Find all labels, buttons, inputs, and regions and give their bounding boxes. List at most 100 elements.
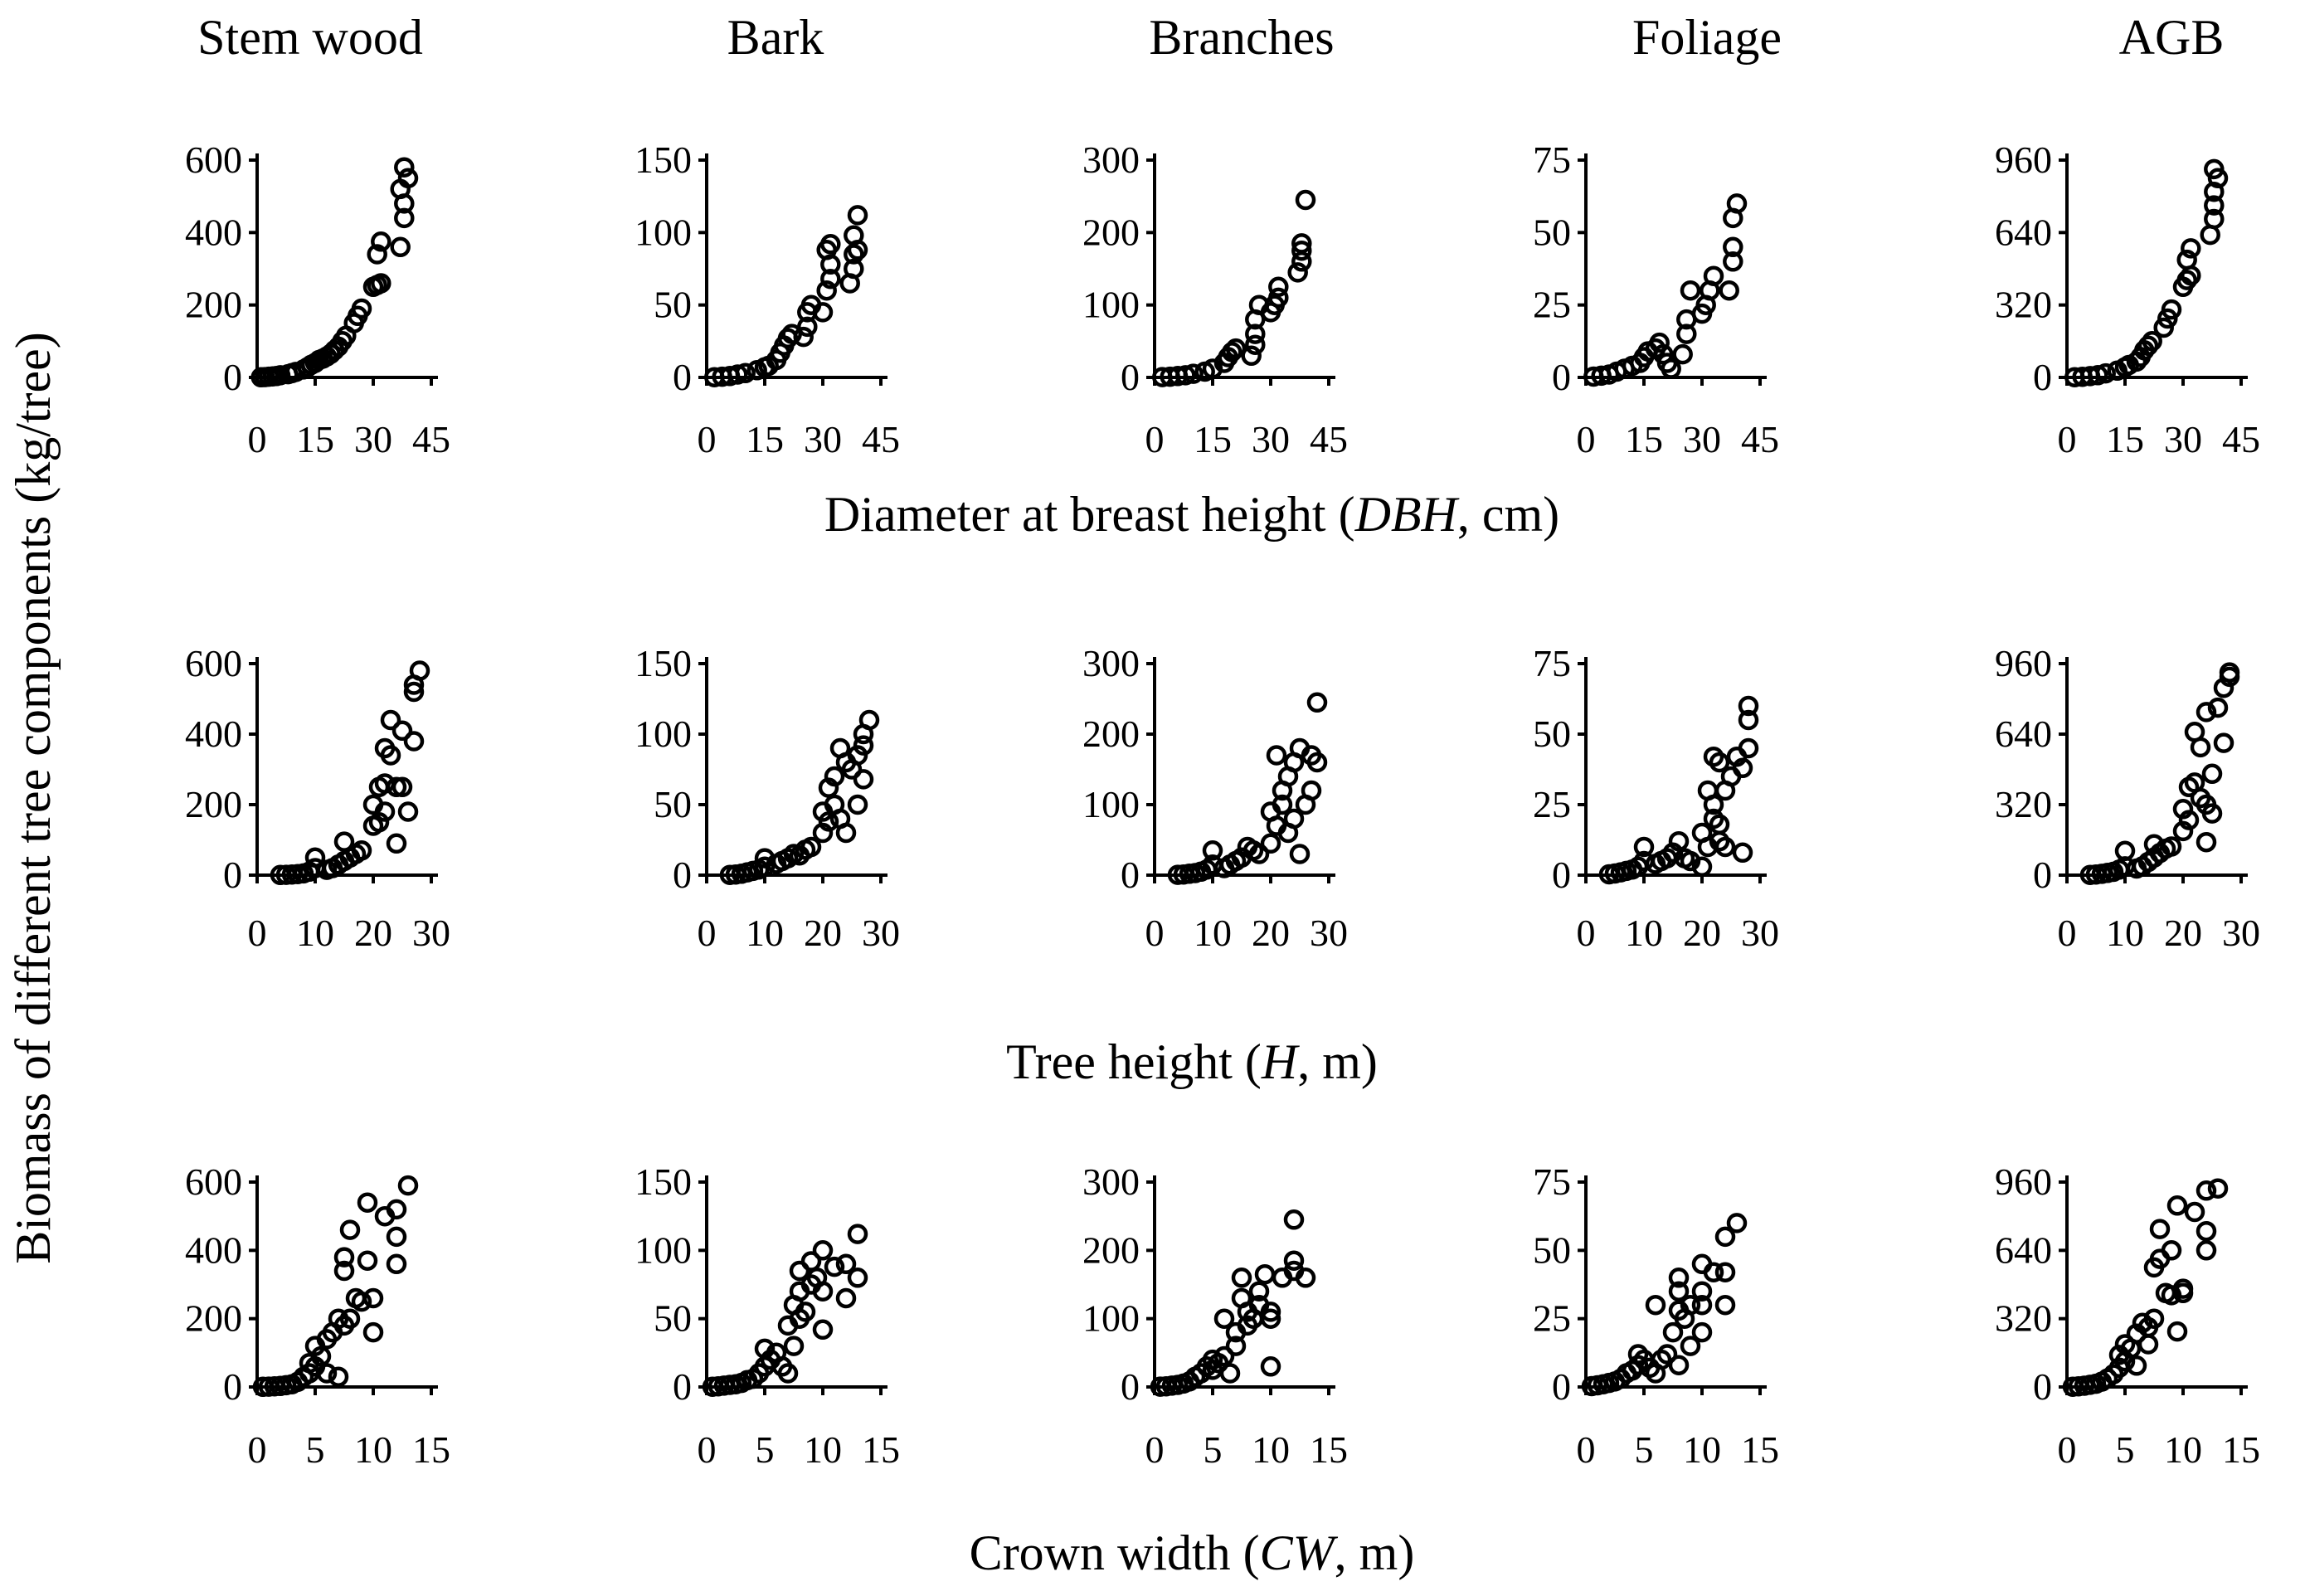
- panel-stem-wood-row-2: 0 200 400 600 0 10 20 30: [185, 642, 450, 954]
- x-tick-label: 30: [1683, 418, 1721, 460]
- data-point: [1680, 1336, 1701, 1356]
- column-title-foliage: Foliage: [1632, 10, 1782, 65]
- data-point: [1661, 358, 1681, 379]
- data-point: [374, 801, 396, 822]
- data-point: [391, 720, 413, 742]
- x-axis-label-suffix: , m): [1297, 1034, 1378, 1089]
- x-tick-label: 45: [2222, 418, 2260, 460]
- data-point: [1668, 1355, 1690, 1375]
- y-tick-label: 200: [1082, 1229, 1140, 1271]
- y-tick-label: 100: [1082, 284, 1140, 326]
- data-point: [1213, 1345, 1235, 1367]
- x-tick-label: 45: [412, 418, 450, 460]
- data-point: [1248, 844, 1270, 864]
- data-point: [820, 234, 841, 255]
- x-tick-label: 30: [412, 912, 450, 954]
- data-point: [835, 822, 857, 844]
- data-point: [1668, 1268, 1690, 1288]
- data-point: [1283, 808, 1305, 830]
- data-point: [2137, 335, 2159, 357]
- y-tick-label: 0: [1121, 356, 1140, 398]
- y-axis-label: Biomass of different tree components (kg…: [6, 332, 61, 1264]
- x-tick-label: 45: [1741, 418, 1779, 460]
- data-point: [1202, 840, 1223, 861]
- y-tick-label: 640: [1995, 713, 2052, 755]
- data-point: [853, 723, 874, 745]
- data-point: [1732, 842, 1753, 864]
- data-point: [2176, 270, 2197, 290]
- data-point: [2126, 1355, 2147, 1376]
- x-tick-label: 0: [1577, 1428, 1596, 1471]
- data-point: [2201, 803, 2223, 824]
- data-point: [2204, 195, 2225, 216]
- data-point: [2137, 1334, 2159, 1355]
- y-tick-label: 0: [1552, 356, 1571, 398]
- x-tick-label: 0: [248, 418, 267, 460]
- x-tick-label: 15: [2106, 418, 2144, 460]
- data-point: [777, 1363, 799, 1384]
- panel-branches-row-2: 0 100 200 300 0 10 20 30: [1082, 642, 1348, 954]
- data-point: [844, 225, 864, 246]
- y-tick-label: 25: [1533, 1297, 1571, 1340]
- x-tick-label: 10: [2164, 1428, 2202, 1471]
- x-tick-label: 20: [804, 912, 842, 954]
- data-point: [1241, 345, 1262, 367]
- data-point: [1732, 757, 1753, 779]
- data-point: [2196, 1220, 2217, 1242]
- data-point: [1672, 343, 1693, 365]
- data-point: [1645, 1294, 1666, 1316]
- data-point: [800, 836, 822, 858]
- data-point: [824, 1256, 845, 1277]
- y-tick-label: 400: [185, 211, 242, 253]
- x-tick-label: 15: [1741, 1428, 1779, 1471]
- y-tick-label: 0: [1121, 854, 1140, 896]
- y-tick-label: 300: [1082, 139, 1140, 181]
- y-tick-label: 150: [635, 642, 692, 684]
- y-tick-label: 640: [1995, 211, 2052, 253]
- y-tick-label: 300: [1082, 1161, 1140, 1203]
- data-point: [1268, 287, 1289, 309]
- x-tick-label: 10: [296, 912, 334, 954]
- data-point: [1714, 1262, 1736, 1282]
- x-axis-label-row-3: Crown width (CW, m): [970, 1525, 1415, 1580]
- y-tick-label: 960: [1995, 1161, 2052, 1203]
- data-point: [853, 735, 874, 756]
- data-point: [403, 681, 425, 703]
- data-point: [1668, 1281, 1690, 1302]
- x-axis-label-prefix: Crown width (: [970, 1525, 1260, 1580]
- data-point: [812, 1240, 834, 1261]
- y-tick-label: 200: [1082, 713, 1140, 755]
- data-point: [2161, 1240, 2182, 1261]
- data-point: [2161, 299, 2182, 320]
- data-point: [390, 236, 411, 258]
- y-tick-label: 100: [635, 211, 692, 253]
- data-point: [1231, 1268, 1252, 1288]
- x-tick-label: 10: [804, 1428, 842, 1471]
- data-point: [339, 1219, 361, 1240]
- data-point: [2161, 836, 2182, 857]
- data-point: [351, 298, 372, 319]
- data-point: [818, 811, 839, 832]
- data-point: [316, 1363, 338, 1384]
- x-tick-label: 15: [1310, 1428, 1348, 1471]
- data-point: [1723, 236, 1743, 258]
- data-point: [328, 1366, 349, 1387]
- data-point: [2204, 208, 2225, 230]
- y-tick-label: 150: [635, 1161, 692, 1203]
- x-tick-label: 15: [1194, 418, 1232, 460]
- y-tick-label: 640: [1995, 1229, 2052, 1271]
- x-tick-label: 5: [1204, 1428, 1223, 1471]
- data-point: [2181, 238, 2201, 259]
- data-point: [1662, 1321, 1684, 1343]
- data-point: [397, 801, 419, 822]
- y-tick-label: 0: [1552, 1365, 1571, 1408]
- data-point: [1703, 746, 1724, 767]
- x-tick-label: 0: [2058, 912, 2077, 954]
- y-tick-label: 75: [1533, 642, 1571, 684]
- y-tick-label: 100: [1082, 783, 1140, 825]
- x-tick-label: 10: [1683, 1428, 1721, 1471]
- data-point: [368, 812, 390, 833]
